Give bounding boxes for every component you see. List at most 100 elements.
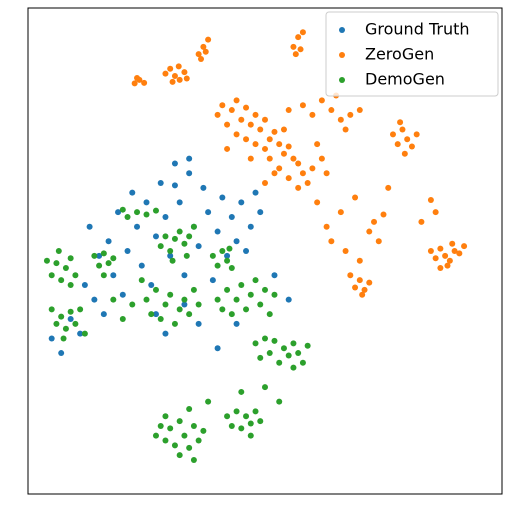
point bbox=[262, 384, 268, 391]
point bbox=[152, 233, 159, 240]
point bbox=[86, 223, 93, 230]
point bbox=[67, 316, 74, 323]
point bbox=[186, 405, 193, 412]
point bbox=[181, 272, 188, 279]
point bbox=[176, 306, 183, 313]
point bbox=[304, 342, 311, 349]
point bbox=[219, 306, 226, 313]
point bbox=[323, 223, 330, 230]
point bbox=[449, 240, 456, 247]
point bbox=[134, 74, 141, 81]
point bbox=[318, 97, 325, 104]
point bbox=[67, 308, 74, 315]
point bbox=[238, 199, 245, 206]
point bbox=[176, 418, 183, 425]
point bbox=[200, 427, 207, 434]
point bbox=[186, 233, 193, 240]
point bbox=[190, 456, 197, 463]
point bbox=[257, 126, 264, 133]
point bbox=[141, 79, 148, 86]
point bbox=[224, 286, 231, 293]
point bbox=[309, 165, 316, 172]
legend-label: DemoGen bbox=[365, 70, 445, 89]
points bbox=[43, 29, 468, 463]
point bbox=[176, 199, 183, 206]
point bbox=[401, 150, 408, 157]
point bbox=[361, 286, 368, 293]
point bbox=[148, 311, 155, 318]
point bbox=[247, 155, 254, 162]
point bbox=[342, 248, 349, 254]
point bbox=[219, 248, 226, 254]
point bbox=[200, 43, 207, 50]
point bbox=[91, 252, 98, 259]
point bbox=[347, 111, 354, 118]
point bbox=[337, 209, 344, 216]
point bbox=[183, 252, 190, 259]
point bbox=[134, 209, 141, 216]
point bbox=[238, 425, 245, 432]
point bbox=[356, 107, 363, 114]
point bbox=[297, 46, 304, 53]
point bbox=[252, 189, 259, 196]
point bbox=[214, 345, 221, 352]
point bbox=[285, 352, 292, 359]
point bbox=[247, 291, 254, 298]
legend-marker bbox=[339, 52, 345, 58]
point bbox=[314, 199, 321, 206]
point bbox=[328, 238, 335, 245]
point bbox=[214, 296, 221, 303]
point bbox=[228, 311, 235, 318]
point bbox=[243, 413, 250, 420]
point bbox=[257, 209, 264, 216]
point bbox=[219, 102, 226, 109]
point bbox=[110, 255, 117, 262]
point bbox=[181, 432, 188, 439]
point bbox=[119, 291, 126, 298]
point bbox=[280, 345, 287, 352]
point bbox=[72, 320, 79, 327]
point bbox=[442, 252, 449, 259]
point bbox=[176, 452, 183, 459]
point bbox=[134, 223, 141, 230]
point bbox=[399, 126, 406, 133]
point bbox=[252, 340, 259, 347]
point bbox=[380, 211, 387, 218]
point bbox=[342, 126, 349, 133]
point bbox=[290, 340, 297, 347]
point bbox=[143, 199, 150, 206]
point bbox=[219, 194, 226, 201]
point bbox=[186, 311, 193, 318]
point bbox=[290, 155, 297, 162]
point bbox=[148, 282, 155, 289]
point bbox=[195, 320, 202, 327]
legend-label: Ground Truth bbox=[365, 20, 470, 39]
point bbox=[167, 252, 174, 259]
point bbox=[295, 34, 302, 41]
point bbox=[119, 206, 126, 213]
point bbox=[252, 111, 259, 118]
point bbox=[238, 388, 245, 395]
point bbox=[408, 143, 415, 150]
point bbox=[169, 257, 176, 264]
point bbox=[252, 141, 259, 148]
point bbox=[119, 316, 126, 323]
point bbox=[224, 145, 231, 152]
point bbox=[451, 248, 458, 254]
point bbox=[228, 265, 235, 272]
point bbox=[266, 155, 273, 162]
point bbox=[183, 75, 190, 82]
point bbox=[299, 359, 306, 366]
point bbox=[105, 238, 112, 245]
point bbox=[224, 257, 231, 264]
point bbox=[276, 141, 283, 148]
point bbox=[58, 277, 65, 284]
point bbox=[337, 116, 344, 123]
point bbox=[96, 252, 103, 259]
point bbox=[243, 306, 250, 313]
point bbox=[427, 248, 434, 254]
point bbox=[427, 196, 434, 203]
point bbox=[247, 121, 254, 128]
